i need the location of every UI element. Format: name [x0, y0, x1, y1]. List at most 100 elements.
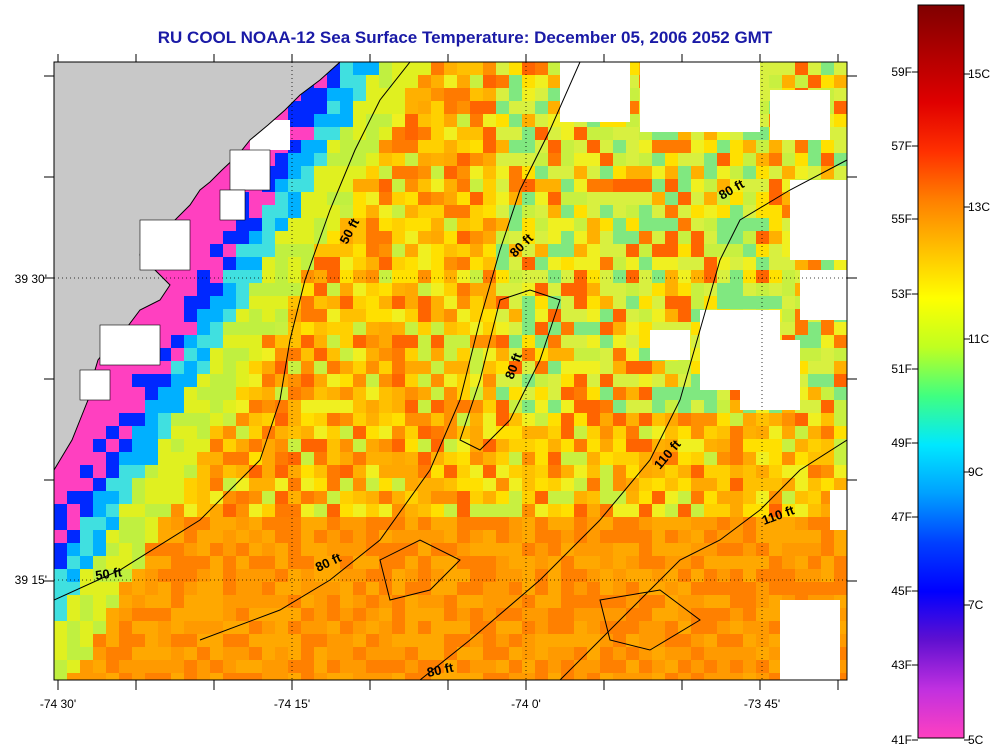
temperature-cell	[574, 335, 587, 348]
temperature-cell	[639, 634, 652, 647]
temperature-cell	[834, 361, 847, 374]
temperature-cell	[535, 595, 548, 608]
temperature-cell	[262, 309, 275, 322]
temperature-cell	[223, 582, 236, 595]
temperature-cell	[184, 478, 197, 491]
temperature-cell	[106, 517, 119, 530]
temperature-cell	[678, 452, 691, 465]
temperature-cell	[366, 231, 379, 244]
temperature-cell	[548, 608, 561, 621]
temperature-cell	[275, 452, 288, 465]
cloud-patch	[560, 62, 630, 122]
temperature-cell	[327, 478, 340, 491]
temperature-cell	[431, 231, 444, 244]
temperature-cell	[574, 530, 587, 543]
temperature-cell	[457, 491, 470, 504]
temperature-cell	[366, 634, 379, 647]
temperature-cell	[184, 439, 197, 452]
temperature-cell	[405, 205, 418, 218]
temperature-cell	[366, 296, 379, 309]
temperature-cell	[561, 595, 574, 608]
temperature-cell	[639, 179, 652, 192]
temperature-cell	[314, 647, 327, 660]
temperature-cell	[431, 413, 444, 426]
temperature-cell	[470, 491, 483, 504]
temperature-cell	[665, 673, 678, 680]
temperature-cell	[470, 452, 483, 465]
temperature-cell	[171, 387, 184, 400]
temperature-cell	[613, 673, 626, 680]
temperature-cell	[561, 660, 574, 673]
temperature-cell	[600, 153, 613, 166]
temperature-cell	[158, 400, 171, 413]
temperature-cell	[54, 517, 67, 530]
temperature-cell	[730, 426, 743, 439]
temperature-cell	[392, 140, 405, 153]
temperature-cell	[769, 153, 782, 166]
temperature-cell	[756, 257, 769, 270]
temperature-cell	[288, 439, 301, 452]
temperature-cell	[457, 166, 470, 179]
temperature-cell	[171, 530, 184, 543]
temperature-cell	[405, 114, 418, 127]
temperature-cell	[600, 140, 613, 153]
temperature-cell	[457, 127, 470, 140]
temperature-cell	[197, 491, 210, 504]
temperature-cell	[756, 218, 769, 231]
temperature-cell	[197, 426, 210, 439]
temperature-cell	[418, 114, 431, 127]
temperature-cell	[119, 634, 132, 647]
temperature-cell	[548, 491, 561, 504]
temperature-cell	[730, 257, 743, 270]
temperature-cell	[509, 647, 522, 660]
temperature-cell	[639, 647, 652, 660]
temperature-cell	[522, 62, 535, 75]
temperature-cell	[301, 647, 314, 660]
temperature-cell	[405, 582, 418, 595]
temperature-cell	[418, 621, 431, 634]
temperature-cell	[366, 452, 379, 465]
temperature-cell	[665, 634, 678, 647]
temperature-cell	[262, 660, 275, 673]
temperature-cell	[301, 491, 314, 504]
temperature-cell	[353, 426, 366, 439]
temperature-cell	[197, 582, 210, 595]
temperature-cell	[756, 140, 769, 153]
temperature-cell	[561, 179, 574, 192]
temperature-cell	[626, 218, 639, 231]
temperature-cell	[782, 452, 795, 465]
temperature-cell	[561, 647, 574, 660]
temperature-cell	[327, 218, 340, 231]
temperature-cell	[431, 322, 444, 335]
temperature-cell	[184, 296, 197, 309]
temperature-cell	[769, 75, 782, 88]
temperature-cell	[535, 322, 548, 335]
temperature-cell	[223, 660, 236, 673]
temperature-cell	[613, 465, 626, 478]
temperature-cell	[496, 218, 509, 231]
temperature-cell	[431, 283, 444, 296]
temperature-cell	[431, 270, 444, 283]
temperature-cell	[327, 413, 340, 426]
temperature-cell	[184, 673, 197, 680]
temperature-cell	[522, 478, 535, 491]
temperature-cell	[470, 335, 483, 348]
temperature-cell	[145, 426, 158, 439]
temperature-cell	[223, 530, 236, 543]
temperature-cell	[301, 114, 314, 127]
temperature-cell	[574, 322, 587, 335]
temperature-cell	[483, 192, 496, 205]
temperature-cell	[756, 647, 769, 660]
temperature-cell	[535, 62, 548, 75]
temperature-cell	[587, 127, 600, 140]
temperature-cell	[535, 543, 548, 556]
temperature-cell	[717, 205, 730, 218]
temperature-cell	[821, 374, 834, 387]
temperature-cell	[262, 296, 275, 309]
temperature-cell	[301, 257, 314, 270]
temperature-cell	[366, 192, 379, 205]
temperature-cell	[301, 244, 314, 257]
temperature-cell	[314, 114, 327, 127]
temperature-cell	[795, 556, 808, 569]
temperature-cell	[262, 322, 275, 335]
